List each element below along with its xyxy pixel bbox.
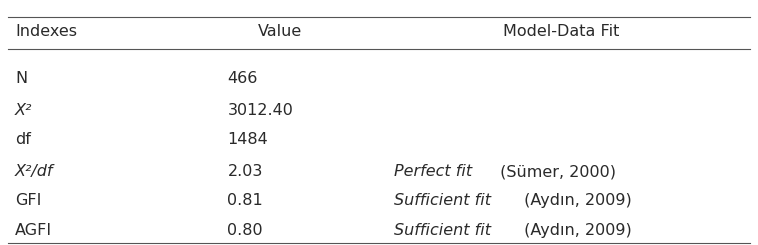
Text: 0.81: 0.81 <box>227 193 263 208</box>
Text: Sufficient fit: Sufficient fit <box>394 223 491 238</box>
Text: Value: Value <box>258 24 302 39</box>
Text: 1484: 1484 <box>227 132 268 147</box>
Text: X²/df: X²/df <box>15 164 54 179</box>
Text: Indexes: Indexes <box>15 24 77 39</box>
Text: Model-Data Fit: Model-Data Fit <box>503 24 619 39</box>
Text: (Aydın, 2009): (Aydın, 2009) <box>519 223 632 238</box>
Text: (Aydın, 2009): (Aydın, 2009) <box>519 193 632 208</box>
Text: Sufficient fit: Sufficient fit <box>394 193 491 208</box>
Text: Perfect fit: Perfect fit <box>394 164 472 179</box>
Text: df: df <box>15 132 31 147</box>
Text: 0.80: 0.80 <box>227 223 263 238</box>
Text: GFI: GFI <box>15 193 42 208</box>
Text: AGFI: AGFI <box>15 223 52 238</box>
Text: N: N <box>15 71 27 86</box>
Text: 2.03: 2.03 <box>227 164 263 179</box>
Text: 3012.40: 3012.40 <box>227 103 293 118</box>
Text: 466: 466 <box>227 71 258 86</box>
Text: (Sümer, 2000): (Sümer, 2000) <box>495 164 616 179</box>
Text: X²: X² <box>15 103 33 118</box>
